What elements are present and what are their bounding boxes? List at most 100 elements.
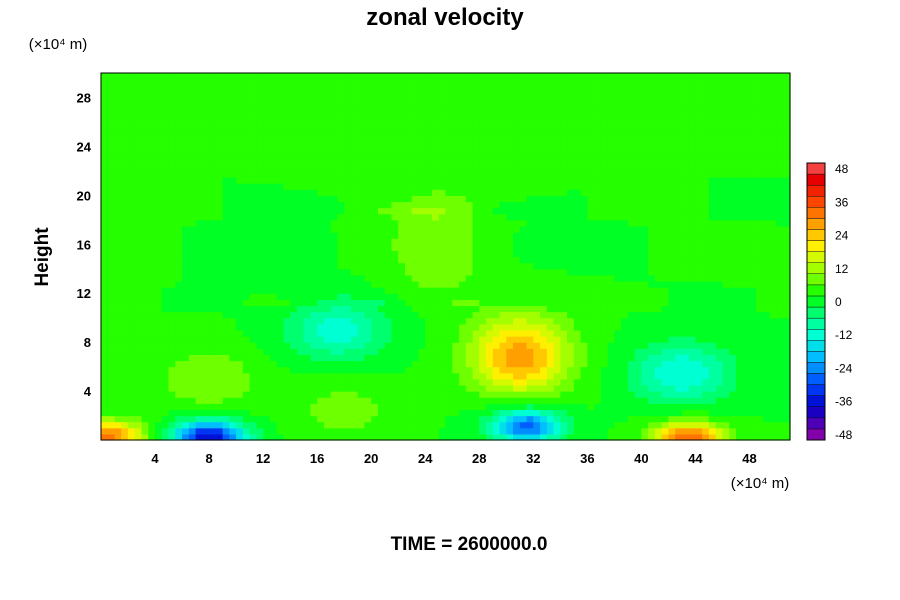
heatmap-cell [641, 421, 649, 429]
heatmap-cell [148, 433, 156, 441]
heatmap-cell [269, 97, 278, 105]
heatmap-cell [182, 97, 190, 105]
heatmap-cell [553, 140, 561, 147]
heatmap-cell [621, 293, 629, 300]
heatmap-cell [418, 354, 426, 362]
heatmap-cell [513, 225, 521, 233]
heatmap-cell [553, 391, 561, 398]
heatmap-cell [364, 372, 372, 380]
heatmap-cell [188, 317, 197, 325]
heatmap-cell [438, 79, 447, 86]
heatmap-cell [465, 409, 474, 417]
heatmap-cell [236, 317, 244, 325]
heatmap-cell [168, 403, 176, 411]
heatmap-cell [506, 287, 514, 294]
heatmap-cell [499, 158, 507, 166]
heatmap-cell [479, 128, 487, 135]
heatmap-cell [350, 128, 359, 135]
heatmap-cell [391, 342, 399, 349]
heatmap-cell [614, 360, 622, 368]
heatmap-cell [256, 360, 264, 368]
heatmap-cell [580, 152, 588, 160]
heatmap-cell [107, 97, 116, 105]
heatmap-cell [431, 207, 440, 215]
heatmap-cell [330, 85, 339, 92]
heatmap-cell [560, 366, 568, 374]
heatmap-cell [607, 421, 615, 429]
heatmap-cell [323, 183, 332, 190]
heatmap-cell [330, 152, 339, 160]
heatmap-cell [310, 201, 318, 209]
heatmap-cell [506, 336, 514, 343]
heatmap-cell [513, 115, 521, 123]
heatmap-cell [330, 134, 339, 141]
heatmap-cell [249, 213, 257, 221]
heatmap-cell [431, 311, 440, 319]
heatmap-cell [391, 140, 399, 147]
heatmap-cell [236, 421, 244, 429]
heatmap-cell [283, 427, 291, 435]
heatmap-cell [128, 121, 136, 129]
heatmap-cell [296, 433, 305, 441]
heatmap-cell [452, 384, 460, 392]
heatmap-cell [621, 342, 629, 349]
heatmap-cell [519, 433, 528, 441]
heatmap-cell [580, 311, 588, 319]
heatmap-cell [283, 348, 291, 355]
heatmap-cell [148, 287, 156, 294]
heatmap-cell [627, 274, 636, 282]
heatmap-cell [627, 293, 636, 300]
heatmap-cell [546, 287, 555, 294]
heatmap-cell [580, 366, 588, 374]
heatmap-cell [513, 427, 521, 435]
heatmap-cell [121, 342, 129, 349]
heatmap-cell [344, 415, 352, 423]
heatmap-cell [317, 256, 325, 264]
heatmap-cell [513, 109, 521, 117]
heatmap-cell [573, 323, 582, 331]
heatmap-cell [323, 146, 332, 154]
heatmap-cell [377, 73, 386, 80]
heatmap-cell [499, 213, 507, 221]
heatmap-cell [161, 366, 170, 374]
heatmap-cell [317, 293, 325, 300]
heatmap-cell [546, 293, 555, 300]
heatmap-cell [114, 256, 122, 264]
heatmap-cell [486, 189, 494, 196]
heatmap-cell [296, 336, 305, 343]
heatmap-cell [202, 372, 210, 380]
heatmap-cell [648, 176, 656, 184]
heatmap-cell [128, 134, 136, 141]
heatmap-cell [546, 268, 555, 276]
heatmap-cell [594, 121, 602, 129]
heatmap-cell [263, 73, 271, 80]
heatmap-cell [445, 256, 453, 264]
heatmap-cell [600, 421, 609, 429]
heatmap-cell [134, 342, 143, 349]
heatmap-cell [168, 427, 176, 435]
heatmap-cell [357, 323, 366, 331]
heatmap-cell [431, 201, 440, 209]
heatmap-cell [573, 189, 582, 196]
heatmap-cell [168, 195, 176, 203]
heatmap-cell [188, 256, 197, 264]
heatmap-cell [195, 268, 203, 276]
heatmap-cell [323, 115, 332, 123]
heatmap-cell [249, 170, 257, 178]
heatmap-cell [330, 378, 339, 386]
heatmap-cell [256, 421, 264, 429]
heatmap-cell [114, 109, 122, 117]
heatmap-cell [101, 354, 109, 362]
heatmap-cell [391, 293, 399, 300]
heatmap-cell [546, 274, 555, 282]
heatmap-cell [573, 134, 582, 141]
heatmap-cell [573, 354, 582, 362]
heatmap-cell [621, 280, 629, 288]
heatmap-cell [377, 384, 386, 392]
heatmap-cell [175, 109, 183, 117]
heatmap-cell [614, 329, 622, 337]
heatmap-cell [323, 134, 332, 141]
heatmap-cell [229, 207, 237, 215]
heatmap-cell [283, 287, 291, 294]
heatmap-cell [648, 73, 656, 80]
